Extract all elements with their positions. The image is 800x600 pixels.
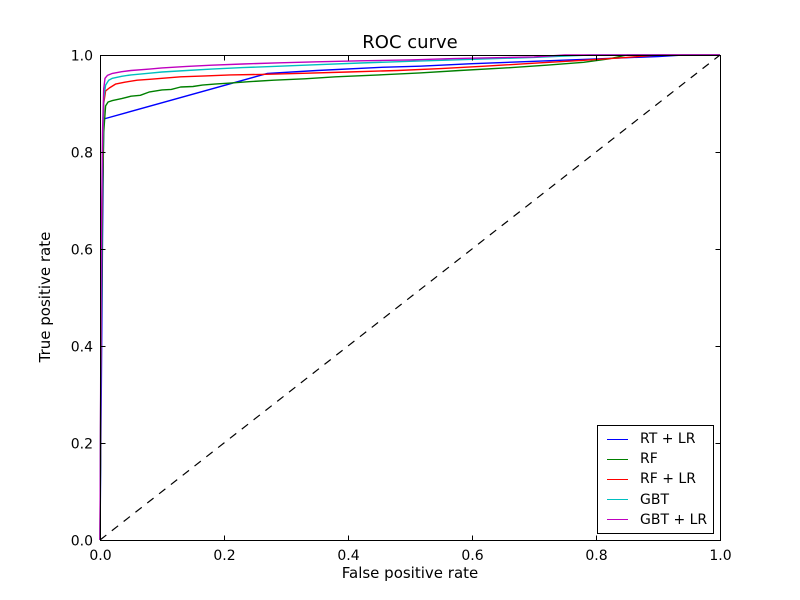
legend-item-label: RT + LR [640, 431, 696, 448]
x-tick-label: 1.0 [709, 548, 731, 564]
chart-title: ROC curve [362, 32, 458, 53]
legend-item: RF [607, 451, 713, 467]
y-tick-label: 0.4 [71, 340, 93, 356]
y-axis-label: True positive rate [36, 231, 54, 363]
roc-curve-rf-lr [99, 54, 720, 541]
roc-curve-rf [99, 54, 720, 541]
legend-line-swatch-rf [607, 458, 628, 460]
legend-item: RT + LR [607, 431, 713, 447]
x-tick-label: 0.0 [89, 548, 111, 564]
legend-line-swatch-rf-lr [607, 478, 628, 480]
y-tick-label: 1.0 [71, 49, 93, 65]
x-tick-label: 0.2 [213, 548, 235, 564]
legend-item: GBT [607, 492, 713, 508]
legend-line-swatch-rt-lr [607, 438, 628, 440]
legend-line-swatch-gbt [607, 499, 628, 501]
x-tick-label: 0.6 [461, 548, 483, 564]
legend-item-label: RF + LR [640, 471, 696, 488]
legend-item-label: RF [640, 451, 658, 468]
legend-item: RF + LR [607, 471, 713, 487]
x-axis-label: False positive rate [341, 564, 479, 582]
roc-curve-gbt-lr [99, 54, 720, 541]
legend-item-label: GBT + LR [640, 511, 708, 528]
legend-line-swatch-gbt-lr [607, 519, 628, 521]
legend: RT + LR RF RF + LR GBT GBT + LR [597, 425, 714, 534]
y-tick-label: 0.6 [71, 243, 93, 259]
axes-frame [100, 55, 721, 541]
x-tick-label: 0.4 [337, 548, 359, 564]
legend-item: GBT + LR [607, 512, 713, 528]
chance-diagonal [99, 54, 721, 541]
x-tick-label: 0.8 [585, 548, 607, 564]
y-tick-label: 0.0 [71, 534, 93, 550]
y-tick-label: 0.2 [71, 437, 93, 453]
legend-item-label: GBT [640, 491, 670, 508]
y-tick-label: 0.8 [71, 146, 93, 162]
roc-curve-gbt [99, 54, 720, 541]
